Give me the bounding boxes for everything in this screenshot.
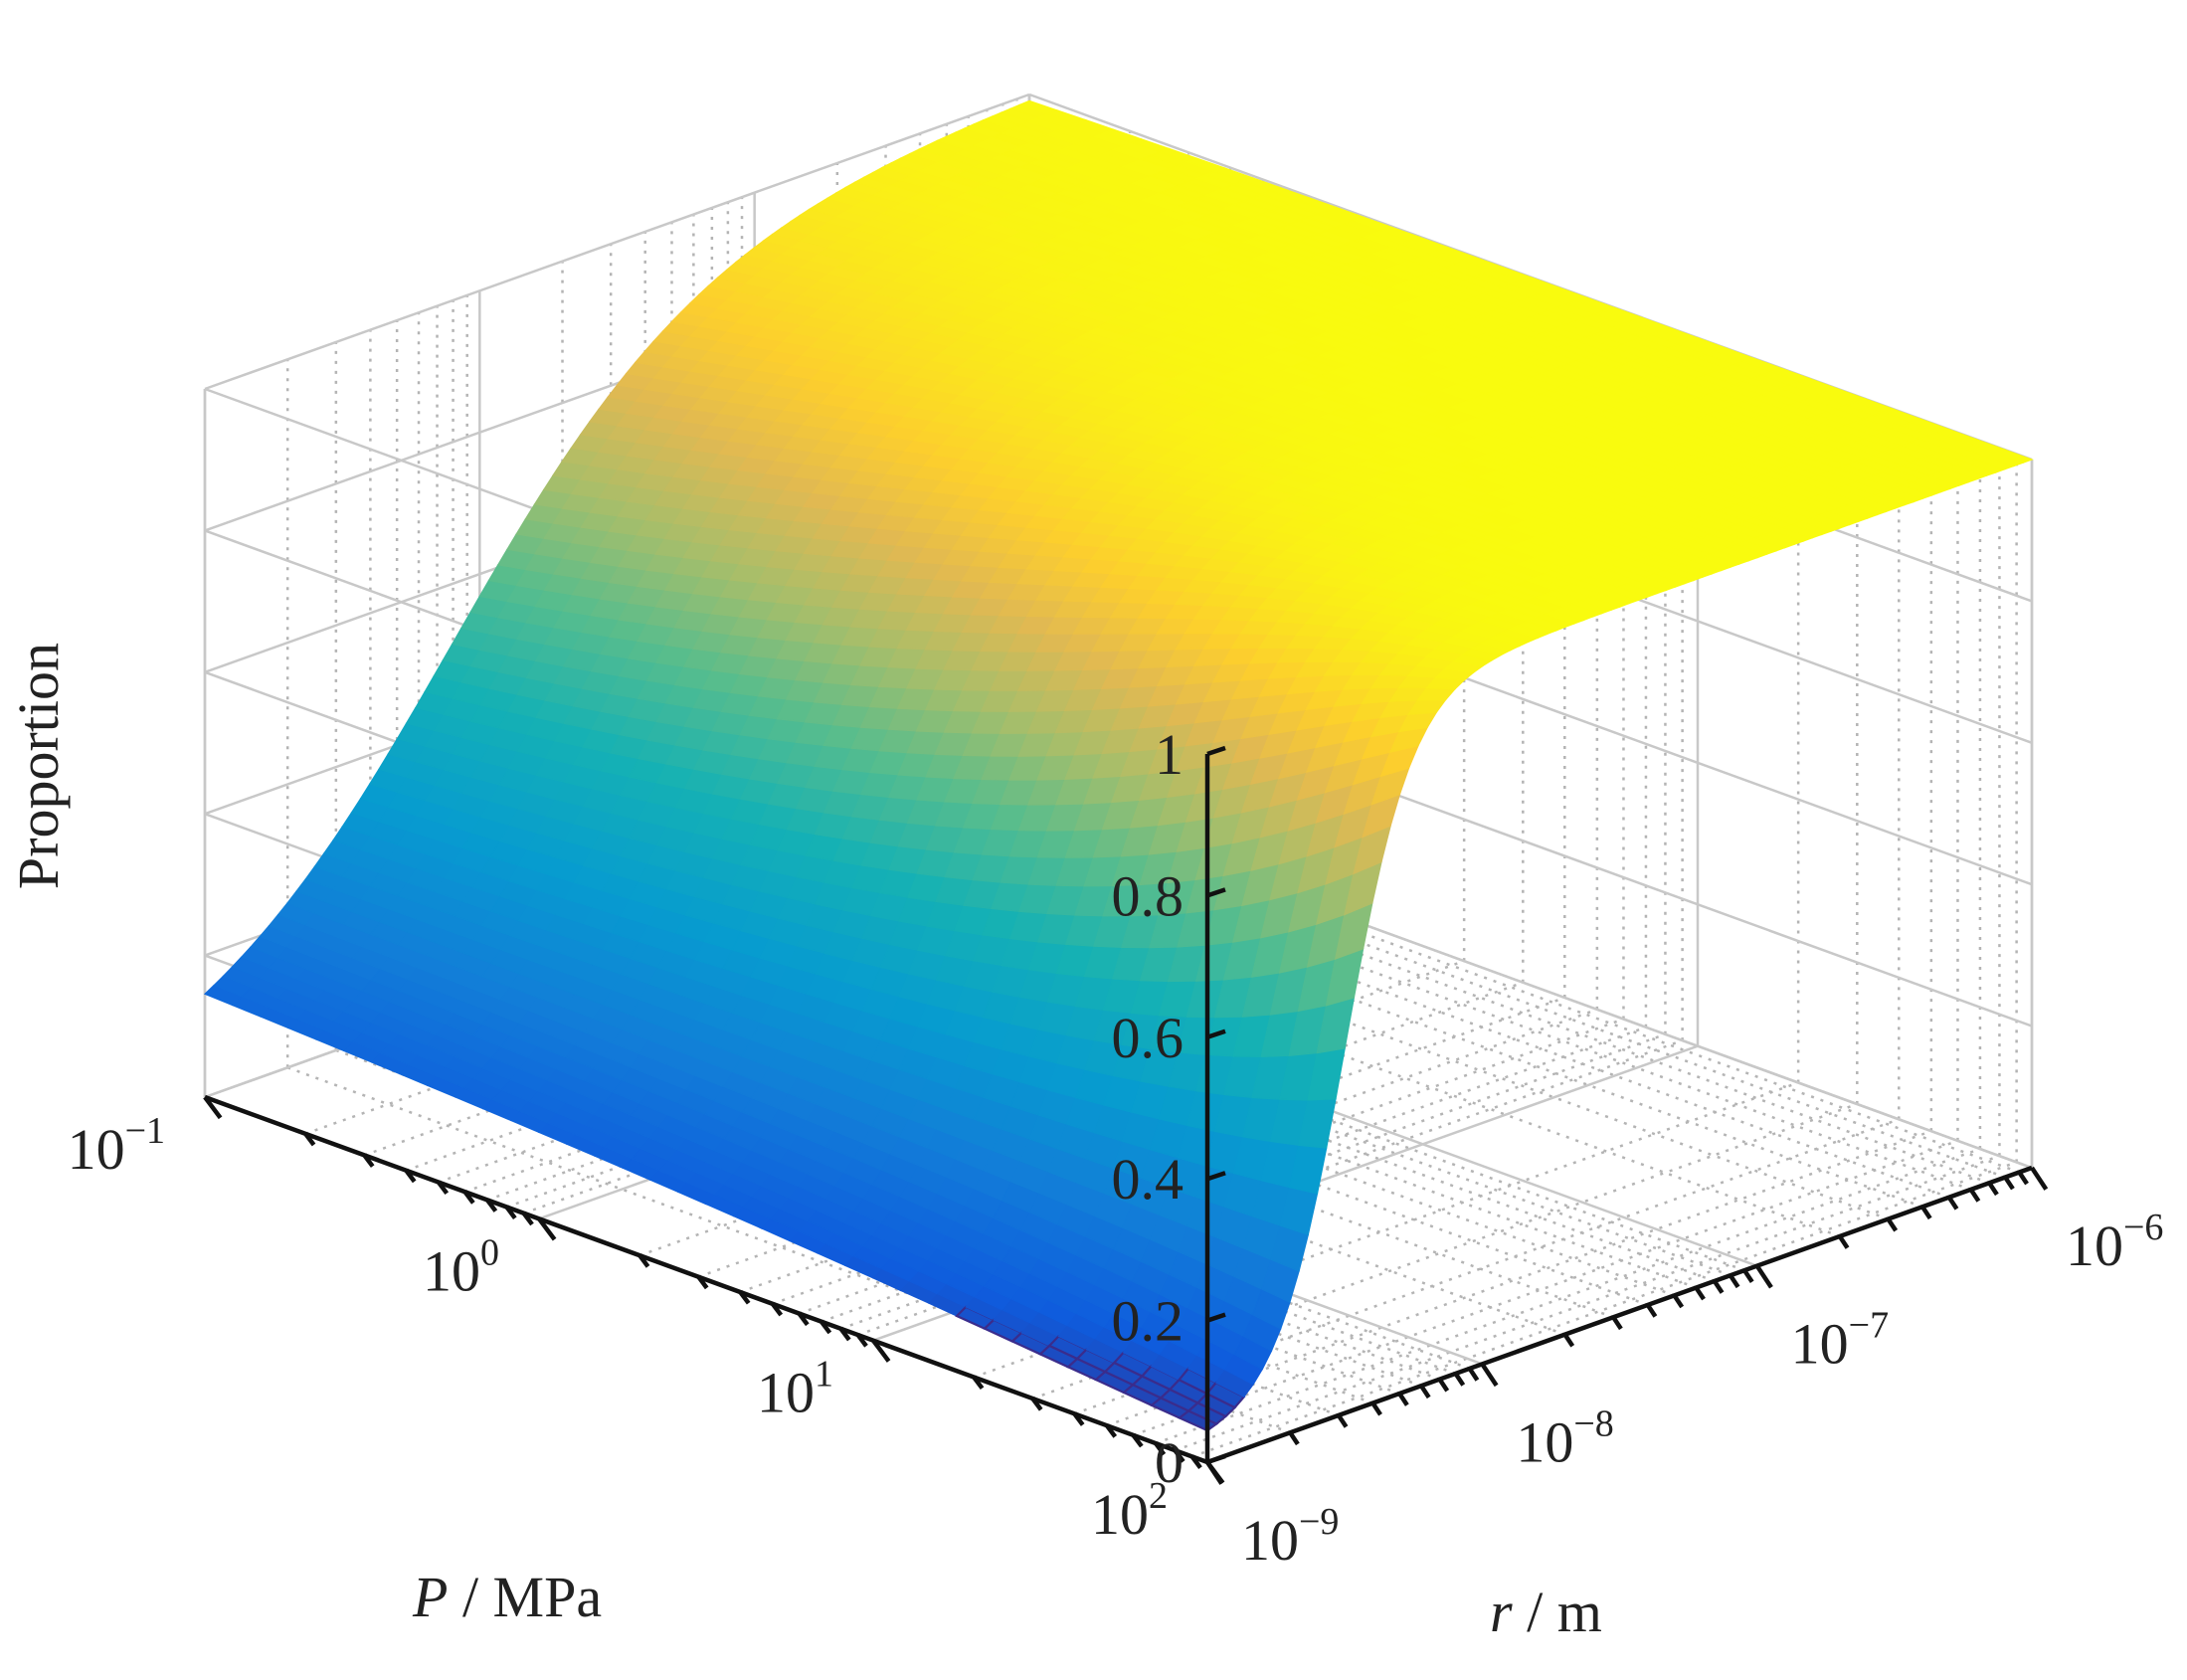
floor-grid-minor-p [973,1081,1799,1379]
r-tick [1288,1431,1300,1446]
r-tick [1742,1268,1754,1284]
z-tick-label: 0.2 [1112,1289,1185,1354]
r-tick-label: 10−8 [1516,1402,1613,1474]
floor-grid-minor-p [1155,1147,1981,1445]
r-tick [1562,1333,1575,1348]
y-axis-label-unit: / m [1513,1580,1602,1644]
r-tick [1729,1273,1740,1289]
r-tick [1419,1384,1431,1400]
r-tick [1968,1188,1981,1203]
p-tick-label: 10−1 [68,1110,165,1182]
r-tick-label: 10−9 [1241,1501,1339,1573]
surface-layer [203,99,2034,1432]
floor-grid-minor-p [1073,1118,1900,1415]
r-tick [1467,1367,1480,1382]
r-tick [1837,1234,1850,1249]
r-tick [1712,1279,1725,1294]
floor-grid-minor-p [1133,1139,1958,1437]
r-tick [1754,1264,1773,1289]
z-tick-label: 1 [1155,722,1184,787]
r-tick [1987,1182,1999,1197]
r-tick-label: 10−7 [1791,1305,1889,1377]
y-axis-label: r / m [1490,1580,1602,1644]
z-tick-label: 0.6 [1112,1006,1185,1070]
floor-grid-minor-p [1175,1154,2000,1452]
r-tick [2003,1176,2015,1191]
r-axis-line [1206,1165,2033,1465]
r-tick [2030,1166,2049,1191]
p-tick-label: 101 [757,1354,833,1425]
z-tick [1206,1453,1226,1465]
x-axis-label-unit: / MPa [448,1565,602,1629]
r-tick [1397,1392,1409,1406]
floor-grid-minor-p [1031,1102,1858,1400]
r-tick [1946,1196,1959,1211]
r-tick [1645,1303,1658,1318]
z-axis-label: Proportion [6,643,71,889]
r-tick [1480,1363,1499,1388]
floor-grid-minor-p [1106,1129,1932,1427]
r-tick [1437,1378,1450,1393]
y-axis-label-var: r [1490,1580,1513,1644]
p-tick-label: 100 [423,1231,499,1303]
r-tick [1205,1460,1224,1485]
r-tick [1336,1413,1349,1428]
r-tick [1886,1217,1899,1232]
x-axis-label: P / MPa [412,1565,602,1629]
r-tick [1920,1206,1932,1220]
r-tick [1611,1316,1623,1331]
r-tick [1694,1286,1706,1301]
r-tick [1370,1401,1382,1416]
x-axis-label-var: P [412,1565,448,1629]
z-tick-label: 0.8 [1112,863,1185,928]
floor-grid-minor-p [1191,1161,2018,1458]
r-tick-label: 10−6 [2066,1207,2163,1278]
back-wall-grid-z [204,93,1030,391]
r-tick [2017,1171,2029,1186]
r-tick [1453,1372,1466,1387]
r-tick [1672,1294,1685,1309]
p-tick-label: 102 [1091,1475,1168,1547]
z-tick-label: 0.4 [1112,1147,1185,1212]
